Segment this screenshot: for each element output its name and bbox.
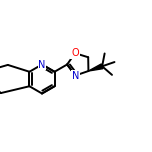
Text: O: O	[71, 48, 79, 58]
Polygon shape	[88, 64, 103, 71]
Text: N: N	[72, 71, 79, 81]
Text: N: N	[38, 59, 46, 69]
